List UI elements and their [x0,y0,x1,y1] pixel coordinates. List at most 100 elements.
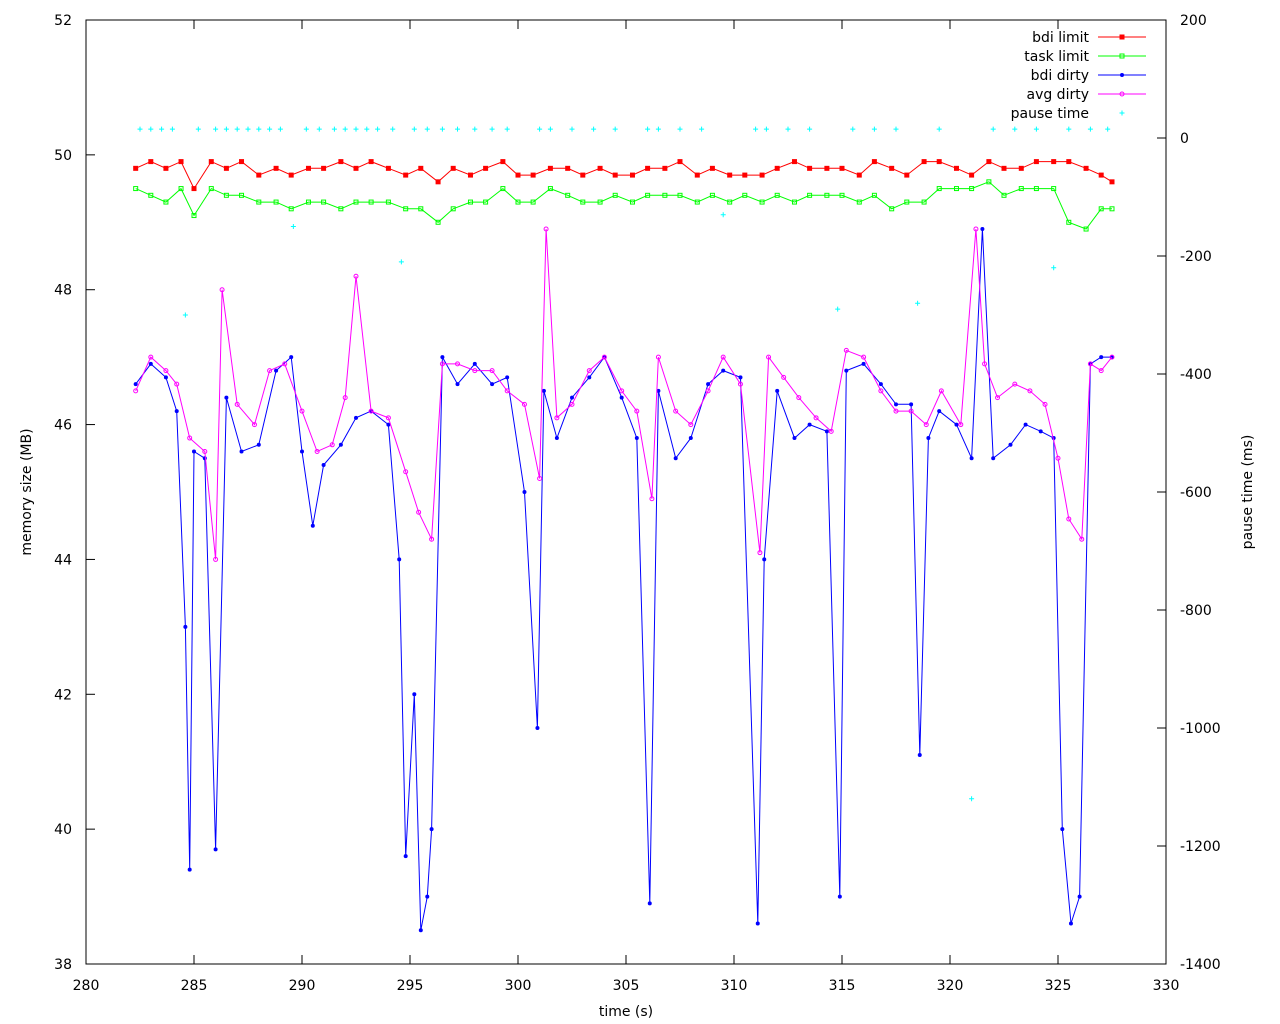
data-point-task-limit [1083,226,1089,232]
data-point-pause-time [290,224,296,229]
data-point-bdi-dirty [1038,429,1043,434]
data-point-task-limit [1098,206,1104,212]
data-point-avg-dirty [766,354,772,360]
data-point-bdi-dirty [310,523,315,528]
data-point-avg-dirty [796,395,802,401]
data-point-pause-time [364,126,370,132]
data-point-pause-time [936,126,942,132]
data-point-task-limit [986,179,992,185]
y-tick-label: 38 [54,957,72,973]
data-point-bdi-dirty [535,726,540,730]
series-line-task-limit [135,181,1112,230]
data-point-bdi-dirty [909,402,914,407]
data-point-pause-time [489,126,495,132]
data-point-bdi-dirty [917,752,922,757]
data-point-task-limit [133,186,139,192]
data-point-avg-dirty [282,361,288,367]
data-point-avg-dirty [213,556,219,562]
data-point-task-limit [450,206,456,212]
data-point-bdi-dirty [1099,355,1104,360]
data-point-avg-dirty [429,536,435,542]
y2-tick-label: -800 [1180,603,1212,619]
data-point-pause-time [850,126,856,132]
data-point-avg-dirty [1027,388,1033,394]
data-point-pause-time [537,126,543,132]
data-point-bdi-limit [1109,179,1115,185]
data-point-task-limit [483,199,489,205]
data-point-avg-dirty [781,374,787,380]
data-point-bdi-limit [921,159,927,165]
x-tick-label: 290 [289,978,316,994]
data-point-bdi-dirty [338,442,343,447]
data-point-avg-dirty [219,287,225,293]
data-point-avg-dirty [251,422,257,428]
data-point-bdi-limit [1051,159,1057,165]
data-point-bdi-dirty [472,361,477,366]
data-point-avg-dirty [521,401,527,407]
data-point-pause-time [504,126,510,132]
data-point-task-limit [191,213,197,219]
data-point-bdi-dirty [878,382,883,387]
data-point-bdi-dirty [148,361,153,366]
data-point-avg-dirty [705,388,711,394]
data-point-avg-dirty [861,354,867,360]
data-point-avg-dirty [368,408,374,414]
data-point-bdi-dirty [926,436,931,441]
data-point-bdi-limit [547,165,553,171]
y2-tick-label: 200 [1180,13,1207,29]
data-point-bdi-limit [774,165,780,171]
data-point-bdi-dirty [587,375,592,380]
series-line-avg-dirty [135,228,1113,560]
data-point-pause-time [1012,126,1018,132]
data-point-pause-time [591,126,597,132]
data-point-pause-time [655,126,661,132]
data-point-task-limit [418,206,424,212]
data-point-task-limit [1066,219,1072,225]
data-point-bdi-limit [904,172,910,178]
data-point-pause-time [256,126,262,132]
data-point-bdi-dirty [738,375,743,380]
legend-marker [1119,91,1125,97]
legend-label: avg dirty [1026,87,1089,103]
x-tick-label: 295 [397,978,424,994]
y-axis-title: memory size (MB) [19,428,35,555]
data-point-bdi-dirty [386,422,391,427]
data-point-bdi-dirty [762,557,767,562]
legend-label: pause time [1011,106,1089,122]
data-point-bdi-dirty [163,375,168,380]
series-pause-time [137,126,1111,802]
data-point-avg-dirty [737,381,743,387]
legend-marker [1119,53,1125,59]
data-point-avg-dirty [1098,368,1104,374]
data-point-avg-dirty [489,368,495,374]
data-point-avg-dirty [1055,455,1061,461]
data-point-bdi-dirty [256,442,261,447]
data-point-task-limit [742,192,748,198]
y2-tick-label: -1000 [1180,721,1221,737]
data-point-bdi-dirty [541,388,546,393]
data-point-bdi-limit [677,159,683,165]
data-point-bdi-dirty [183,624,188,629]
data-point-bdi-limit [467,172,473,178]
data-point-avg-dirty [1109,354,1115,360]
data-point-avg-dirty [878,388,884,394]
data-point-bdi-limit [353,165,359,171]
y-tick-label: 48 [54,283,72,299]
y-tick-label: 42 [54,687,72,703]
data-point-task-limit [936,186,942,192]
data-point-bdi-limit [953,165,959,171]
data-point-task-limit [1109,206,1115,212]
y-tick-label: 46 [54,418,72,434]
data-point-bdi-dirty [1023,422,1028,427]
data-point-task-limit [889,206,895,212]
data-point-avg-dirty [174,381,180,387]
data-point-avg-dirty [813,415,819,421]
data-point-task-limit [385,199,391,205]
data-point-pause-time [331,126,337,132]
x-tick-label: 285 [181,978,208,994]
data-point-pause-time [182,312,188,318]
data-point-task-limit [580,199,586,205]
data-point-task-limit [969,186,975,192]
data-point-bdi-limit [1098,172,1104,178]
data-point-task-limit [208,186,214,192]
